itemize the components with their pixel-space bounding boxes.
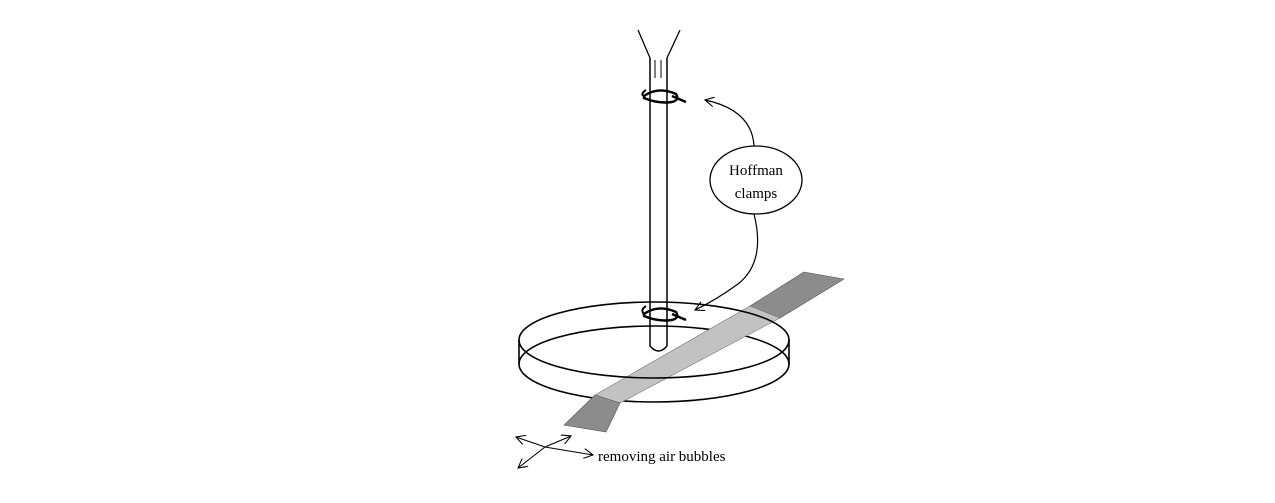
upper-clamp <box>641 89 687 104</box>
tube-bottom <box>649 345 668 352</box>
bubble-arrows-icon <box>516 436 593 468</box>
label-line-2: clamps <box>735 186 778 202</box>
gel-strip-lower-end <box>563 394 621 433</box>
gel-strip-upper-end <box>749 271 845 319</box>
tube-funnel <box>637 29 681 59</box>
lower-clamp <box>641 305 687 322</box>
label-line-1: Hoffman <box>729 163 783 179</box>
arrow-to-lower-clamp <box>695 213 759 310</box>
arrow-to-upper-clamp <box>705 100 755 147</box>
air-bubbles-label: removing air bubbles <box>598 449 726 465</box>
clamps-label-group: Hoffman clamps <box>709 145 803 215</box>
gel-strip <box>563 271 845 433</box>
label-bubble <box>709 145 803 215</box>
petri-dish-top <box>518 301 790 379</box>
glass-tube <box>637 29 681 352</box>
gel-strip-middle <box>594 305 781 404</box>
tube-inner-lines <box>654 60 662 78</box>
